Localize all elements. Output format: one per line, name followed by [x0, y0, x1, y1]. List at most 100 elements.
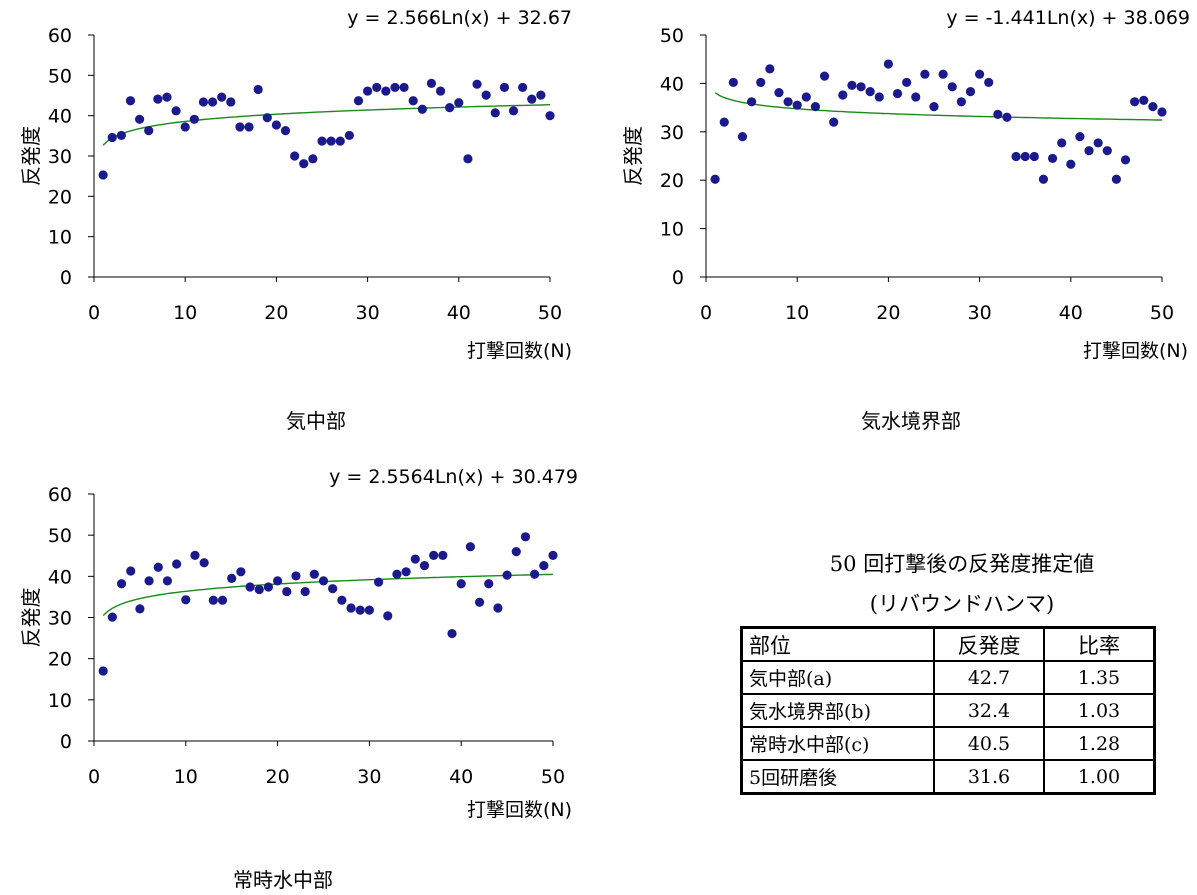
data-point: [346, 603, 356, 613]
data-point: [984, 77, 994, 88]
header-cell-rebound: 反発度: [933, 626, 1045, 662]
y-tick-label: 30: [48, 608, 72, 630]
trend-equation: y = 2.5564Ln(x) + 30.479: [329, 466, 578, 488]
data-point: [472, 79, 482, 89]
data-point: [737, 132, 748, 142]
data-point: [300, 586, 310, 597]
data-point: [481, 90, 491, 100]
trend-equation: y = 2.566Ln(x) + 32.67: [347, 7, 572, 29]
data-point: [262, 113, 272, 123]
data-point: [1038, 174, 1049, 184]
data-point: [181, 595, 191, 605]
data-point: [865, 87, 875, 97]
data-point: [372, 82, 382, 93]
data-point: [426, 78, 437, 88]
x-tick-label: 50: [1150, 302, 1174, 324]
data-point: [545, 111, 555, 121]
data-point: [199, 558, 209, 568]
data-point: [189, 114, 199, 124]
data-point: [947, 82, 957, 92]
data-point: [309, 569, 319, 579]
trend-line: [714, 92, 1162, 121]
cell-ratio: 1.28: [1043, 726, 1156, 761]
data-point: [344, 130, 354, 141]
data-point: [399, 82, 409, 93]
x-tick-label: 0: [88, 766, 100, 788]
cell-ratio: 1.35: [1043, 660, 1156, 695]
trend-equation: y = -1.441Ln(x) + 38.069: [946, 7, 1190, 29]
header-cell-part: 部位: [740, 626, 935, 662]
data-point: [245, 582, 255, 592]
data-point: [282, 586, 292, 597]
data-point: [383, 611, 393, 621]
y-tick-label: 40: [48, 566, 72, 588]
data-point: [280, 125, 291, 136]
data-point: [438, 550, 448, 560]
cell-rebound: 40.5: [933, 726, 1045, 761]
x-tick-label: 30: [968, 302, 992, 324]
x-axis-label: 打撃回数(N): [1083, 340, 1188, 362]
data-point: [1102, 146, 1112, 156]
data-point: [363, 86, 373, 96]
data-point: [801, 92, 811, 102]
data-point: [719, 117, 729, 127]
data-point: [536, 90, 546, 100]
caption-underwater: 常時水中部: [233, 868, 333, 892]
data-point: [710, 174, 720, 184]
data-point: [116, 130, 126, 141]
y-tick-label: 50: [48, 525, 72, 547]
cell-rebound: 32.4: [933, 693, 1045, 728]
y-tick-label: 10: [660, 219, 684, 241]
x-tick-label: 10: [174, 766, 198, 788]
data-point: [929, 102, 939, 112]
data-point: [263, 582, 274, 592]
data-point: [125, 96, 136, 106]
header-cell-ratio: 比率: [1043, 626, 1156, 662]
data-point: [116, 579, 127, 589]
data-point: [290, 151, 300, 161]
cell-part: 5回研磨後: [740, 759, 935, 795]
data-point: [401, 567, 411, 577]
data-point: [408, 96, 418, 106]
x-tick-label: 30: [357, 766, 381, 788]
data-point: [355, 605, 365, 615]
data-point: [810, 102, 821, 112]
data-point: [1157, 107, 1167, 117]
data-point: [253, 84, 263, 95]
data-point: [456, 579, 466, 589]
data-point: [548, 550, 558, 560]
estimate-table: 部位 反発度 比率 気中部(a) 42.7 1.35 気水境界部(b) 32.4…: [740, 626, 1156, 795]
y-tick-label: 60: [48, 484, 72, 506]
data-point: [162, 576, 173, 586]
data-point: [874, 92, 884, 102]
data-point: [254, 584, 264, 595]
data-point: [308, 154, 318, 164]
x-tick-label: 0: [700, 302, 712, 324]
data-point: [390, 82, 400, 93]
data-point: [299, 159, 309, 169]
table-header-row: 部位 反発度 比率: [740, 626, 1156, 662]
data-point: [98, 666, 108, 676]
caption-air: 気中部: [286, 409, 346, 433]
data-point: [1093, 138, 1103, 148]
data-point: [244, 122, 254, 132]
data-point: [429, 550, 439, 560]
data-point: [190, 550, 200, 560]
cell-part: 気水境界部(b): [740, 693, 935, 728]
data-point: [227, 573, 237, 583]
cell-ratio: 1.03: [1043, 693, 1156, 728]
data-point: [180, 122, 190, 132]
data-point: [144, 576, 154, 586]
data-point: [819, 71, 830, 81]
data-point: [153, 94, 163, 104]
x-axis-label: 打撃回数(N): [467, 340, 572, 362]
data-point: [172, 559, 182, 569]
data-point: [993, 109, 1003, 119]
trend-line: [102, 104, 551, 146]
table-row: 常時水中部(c) 40.5 1.28: [740, 726, 1156, 761]
data-point: [171, 106, 181, 116]
data-point: [465, 542, 475, 552]
y-tick-label: 10: [48, 227, 72, 249]
data-point: [847, 80, 857, 90]
data-point: [381, 86, 391, 96]
